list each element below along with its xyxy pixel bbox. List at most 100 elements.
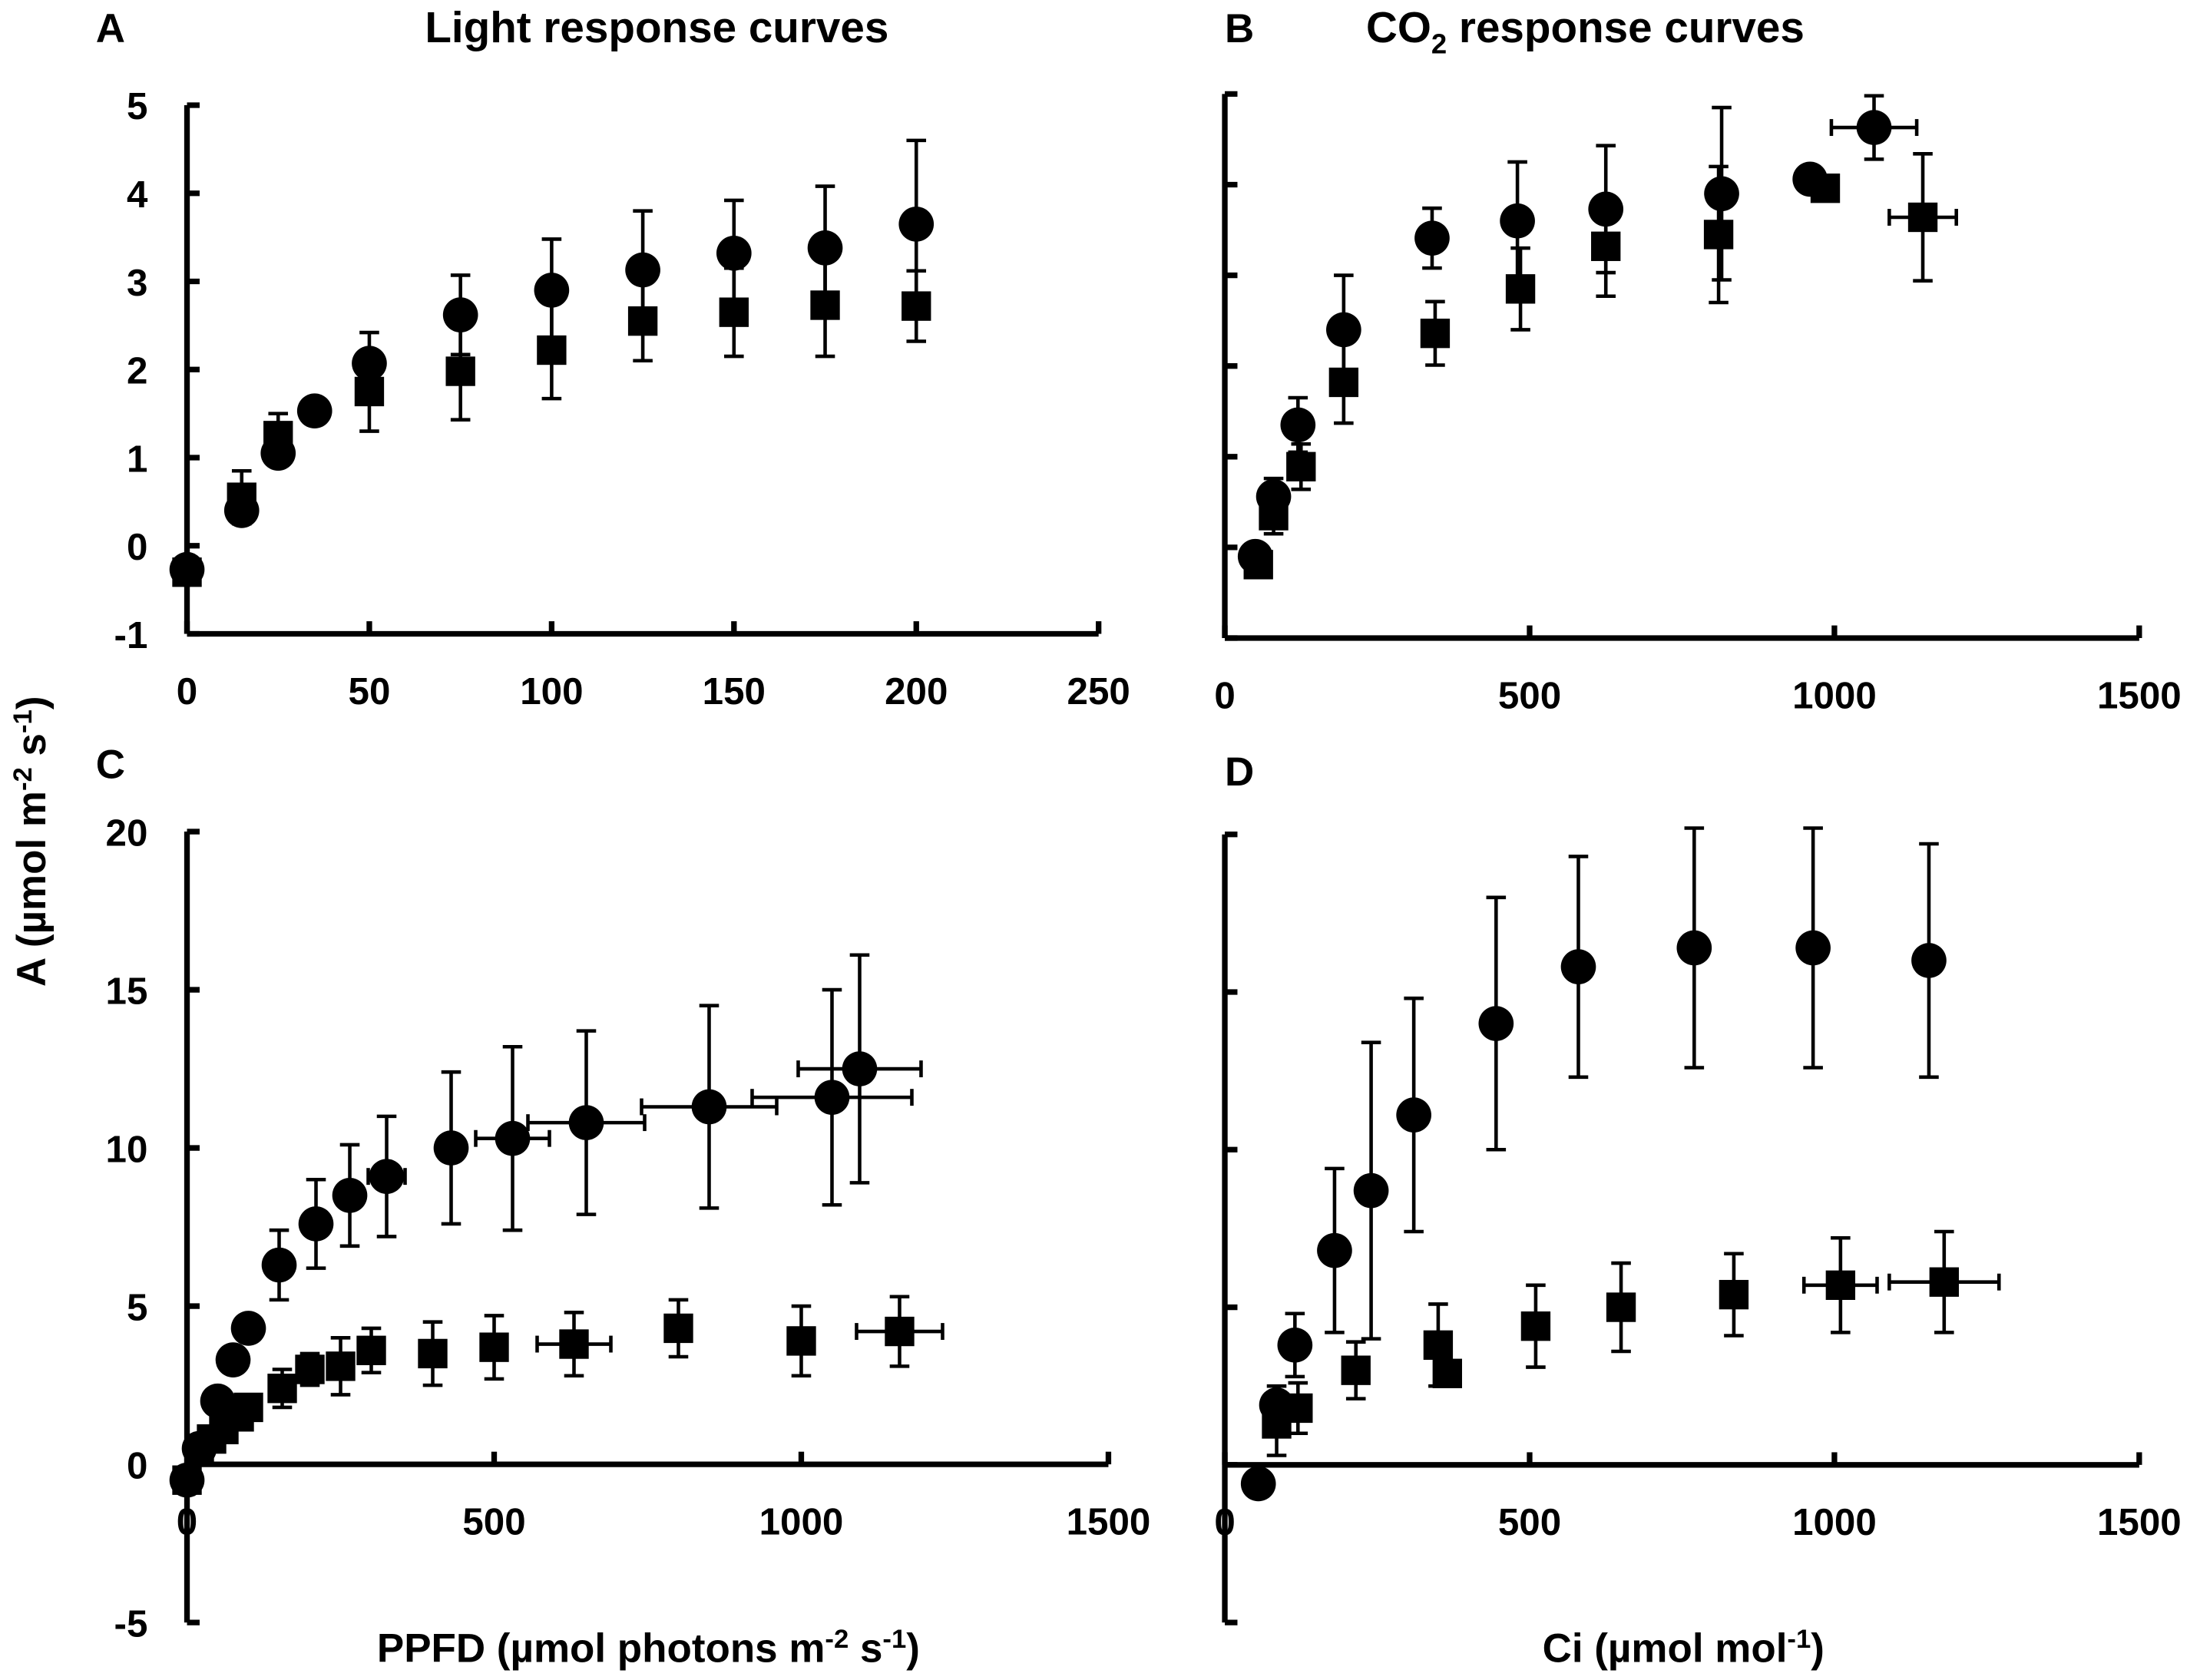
- y-tick-label: 0: [127, 526, 147, 568]
- x-tick-label: 0: [177, 670, 197, 713]
- data-point-square: [1423, 1330, 1454, 1360]
- data-point-square: [537, 335, 567, 365]
- data-point-circle: [1414, 220, 1450, 256]
- data-point-square: [1243, 550, 1273, 580]
- data-point-circle: [807, 230, 843, 266]
- x-tick-label: 50: [349, 670, 391, 713]
- data-point-circle: [898, 207, 935, 242]
- data-point-square: [885, 1316, 915, 1347]
- data-point-circle: [215, 1342, 251, 1377]
- data-point-square: [1825, 1270, 1856, 1300]
- panel-label-a: A: [96, 6, 125, 51]
- x-tick-label: 1000: [1792, 674, 1877, 716]
- data-point-circle: [332, 1178, 368, 1213]
- y-tick-label: 5: [127, 1286, 147, 1328]
- y-tick-label: 10: [106, 1128, 148, 1170]
- x-axis-label-ppfd: PPFD (µmol photons m-2 s-1): [377, 1625, 920, 1671]
- y-tick-label: -1: [114, 614, 148, 656]
- data-point-circle: [230, 1311, 266, 1346]
- data-point-circle: [1396, 1097, 1431, 1133]
- series-circles: [1237, 94, 1919, 574]
- data-point-square: [1810, 174, 1841, 203]
- x-tick-label: 150: [703, 670, 766, 713]
- data-point-square: [445, 356, 475, 386]
- x-tick-label: 1500: [1067, 1500, 1151, 1543]
- series-squares: [1262, 1229, 2001, 1457]
- data-point-circle: [625, 252, 660, 288]
- data-point-square: [786, 1326, 816, 1356]
- data-point-circle: [261, 1247, 297, 1283]
- data-point-square: [172, 1465, 202, 1495]
- data-point-square: [627, 306, 658, 336]
- x-tick-label: 500: [1498, 1501, 1561, 1543]
- x-tick-label: 200: [885, 670, 948, 713]
- data-point-square: [479, 1332, 509, 1362]
- data-point-square: [810, 290, 840, 320]
- title-a: Light response curves: [425, 3, 888, 51]
- data-point-circle: [842, 1051, 878, 1086]
- x-axis-label-ci: Ci (µmol mol-1): [1543, 1625, 1825, 1671]
- data-point-circle: [1277, 1327, 1313, 1363]
- data-point-circle: [814, 1080, 850, 1115]
- data-point-square: [326, 1351, 356, 1381]
- data-point-square: [172, 557, 202, 587]
- data-point-circle: [1856, 110, 1892, 145]
- data-point-square: [354, 376, 385, 407]
- panel-label-d: D: [1225, 749, 1254, 795]
- data-point-square: [227, 482, 256, 512]
- data-point-circle: [296, 393, 332, 429]
- data-point-square: [1929, 1267, 1959, 1297]
- series-squares: [172, 1295, 945, 1495]
- data-point-circle: [1560, 949, 1596, 984]
- data-point-square: [719, 297, 749, 327]
- data-point-circle: [1795, 930, 1831, 966]
- x-tick-label: 100: [520, 670, 583, 713]
- data-point-square: [267, 1374, 297, 1404]
- x-tick-label: 500: [1498, 674, 1561, 716]
- data-point-square: [902, 291, 931, 321]
- data-point-square: [295, 1354, 325, 1384]
- data-point-square: [1505, 274, 1536, 304]
- y-tick-label: 0: [127, 1444, 147, 1487]
- y-tick-label: 2: [127, 350, 147, 392]
- x-tick-label: 0: [1214, 1501, 1235, 1543]
- x-tick-label: 1000: [1792, 1501, 1877, 1543]
- data-point-square: [1420, 318, 1451, 349]
- series-circles: [169, 953, 923, 1498]
- data-point-square: [663, 1313, 693, 1344]
- x-tick-label: 1500: [2097, 1501, 2182, 1543]
- data-point-circle: [1676, 930, 1712, 966]
- data-point-square: [1719, 1279, 1749, 1310]
- data-point-circle: [716, 235, 752, 271]
- data-point-square: [1259, 501, 1289, 531]
- data-point-square: [1520, 1311, 1551, 1341]
- data-point-square: [1907, 202, 1938, 233]
- panel-b: 0 500 1000 1500: [1214, 91, 2182, 716]
- panel-d: 0 500 1000 1500: [1214, 826, 2182, 1625]
- data-point-square: [1283, 1393, 1313, 1424]
- data-point-circle: [691, 1089, 727, 1125]
- data-point-circle: [1911, 943, 1947, 978]
- data-point-circle: [1353, 1172, 1389, 1209]
- data-point-circle: [1317, 1232, 1352, 1268]
- data-point-circle: [1280, 407, 1316, 443]
- x-tick-label: 1500: [2097, 674, 2182, 716]
- data-point-square: [418, 1338, 448, 1369]
- y-axis-label: A (µmol m-2 s-1): [8, 696, 55, 987]
- data-point-circle: [298, 1206, 334, 1242]
- data-point-square: [356, 1335, 386, 1365]
- panel-c: -5 0 5 10 15 20 0 500 1000 1500: [106, 812, 1151, 1645]
- y-tick-label: 15: [106, 970, 148, 1012]
- y-tick-label: -5: [114, 1602, 148, 1645]
- data-point-square: [1432, 1358, 1462, 1388]
- data-point-circle: [1326, 312, 1361, 348]
- data-point-circle: [1500, 203, 1535, 239]
- data-point-circle: [1478, 1006, 1514, 1041]
- data-point-square: [1703, 220, 1734, 250]
- data-point-square: [559, 1329, 589, 1359]
- data-point-circle: [568, 1105, 604, 1140]
- x-tick-label: 0: [1214, 674, 1235, 716]
- data-point-circle: [1704, 176, 1739, 212]
